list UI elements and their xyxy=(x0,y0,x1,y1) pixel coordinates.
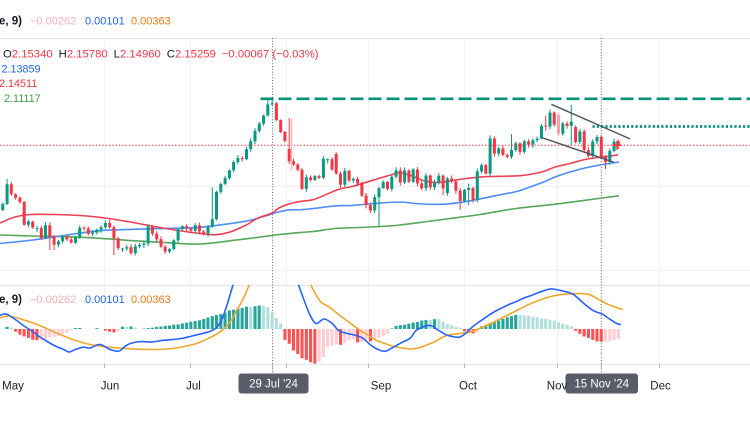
svg-text:Oct: Oct xyxy=(459,381,478,393)
svg-text:Nov: Nov xyxy=(547,381,568,393)
svg-text:Dec: Dec xyxy=(650,381,671,393)
svg-text:e, 9): e, 9) xyxy=(0,16,22,28)
svg-text:2.14511: 2.14511 xyxy=(0,78,37,90)
svg-text:2.13859: 2.13859 xyxy=(2,64,41,76)
svg-text:0.00101: 0.00101 xyxy=(85,294,125,306)
svg-text:Jul: Jul xyxy=(186,381,201,393)
svg-text:0.00363: 0.00363 xyxy=(131,294,171,306)
svg-text:Jun: Jun xyxy=(101,381,120,393)
svg-text:0.00363: 0.00363 xyxy=(131,16,171,28)
svg-text:2.11117: 2.11117 xyxy=(4,93,41,105)
svg-text:May: May xyxy=(2,381,24,393)
svg-text:−0.00262: −0.00262 xyxy=(30,16,76,28)
svg-text:Sep: Sep xyxy=(371,381,391,393)
svg-text:0.00101: 0.00101 xyxy=(85,16,125,28)
svg-text:e, 9): e, 9) xyxy=(0,294,22,306)
svg-text:15 Nov '24: 15 Nov '24 xyxy=(574,379,629,391)
svg-text:29 Jul '24: 29 Jul '24 xyxy=(249,379,298,391)
svg-text:−0.00262: −0.00262 xyxy=(30,294,76,306)
